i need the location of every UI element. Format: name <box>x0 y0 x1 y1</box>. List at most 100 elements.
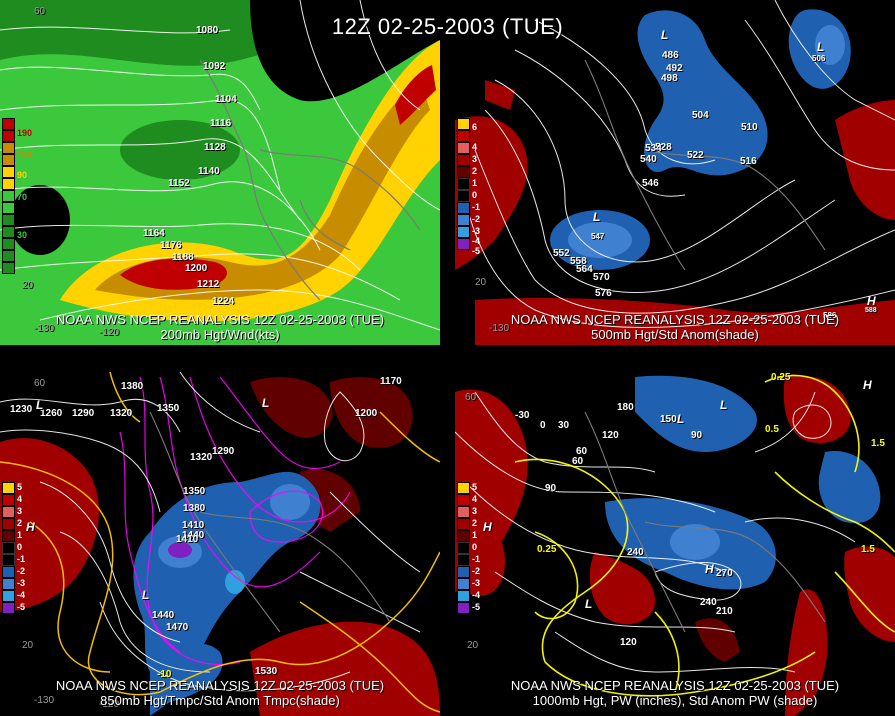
legend-swatch <box>2 142 15 154</box>
legend-label: 2 <box>17 518 23 528</box>
legend-swatch <box>457 142 470 154</box>
contour-label: 558 <box>570 256 587 267</box>
contour-label: 1410 <box>176 534 199 545</box>
high-pressure-marker: H <box>705 562 714 576</box>
legend-label: 3 <box>17 506 23 516</box>
contour-label: 240 <box>627 547 644 558</box>
legend-swatch <box>2 482 15 494</box>
legend-label: -3 <box>472 578 481 588</box>
contour-label: 90 <box>545 483 557 494</box>
panel-1000mb-height-pw: 5 4 3 2 1 0 -1 -2 -3 -4 -5 180 150 120 9… <box>455 372 895 716</box>
legend-swatch <box>457 226 470 238</box>
legend-swatch <box>2 518 15 530</box>
contour-label: 1212 <box>197 279 220 290</box>
legend-label: 70 <box>17 192 28 202</box>
contour-label: 504 <box>692 110 709 121</box>
map-500mb <box>455 0 895 345</box>
pw-label: 1.5 <box>871 438 885 449</box>
legend-swatch <box>457 554 470 566</box>
legend-label: 0 <box>472 190 478 200</box>
legend-swatch <box>2 178 15 190</box>
legend-wind-speed: 190 110 90 70 30 <box>2 118 32 274</box>
legend-label: 4 <box>472 142 478 152</box>
contour-label: 0 <box>540 420 546 431</box>
contour-label: 1320 <box>110 408 133 419</box>
contour-label: 1128 <box>204 142 226 153</box>
legend-label: 2 <box>472 518 478 528</box>
legend-swatch <box>457 178 470 190</box>
contour-label: -30 <box>515 410 530 421</box>
contour-label: 120 <box>620 637 637 648</box>
low-pressure-marker: L <box>142 588 150 602</box>
contour-label: 1410 <box>182 520 205 531</box>
legend-label: 1 <box>472 530 478 540</box>
legend-label: 110 <box>17 150 32 160</box>
temperature-label: -10 <box>157 669 172 680</box>
legend-swatch <box>457 542 470 554</box>
contour-label: 1530 <box>255 666 278 677</box>
contour-label: 576 <box>595 288 612 299</box>
legend-swatch <box>457 238 470 250</box>
legend-swatch <box>457 214 470 226</box>
legend-label: 0 <box>472 542 478 552</box>
legend-swatch <box>2 166 15 178</box>
legend-swatch <box>2 530 15 542</box>
contour-label: 1080 <box>196 25 219 36</box>
legend-swatch <box>457 530 470 542</box>
legend-label: 4 <box>17 494 23 504</box>
contour-label: 1380 <box>183 503 206 514</box>
legend-label: 190 <box>17 128 33 138</box>
contour-label: 1470 <box>166 622 189 633</box>
high-pressure-marker: H <box>483 520 492 534</box>
panel-caption: NOAA NWS NCEP REANALYSIS 12Z 02-25-2003 … <box>455 678 895 708</box>
contour-label: 1440 <box>182 530 205 541</box>
contour-label: 90 <box>691 430 703 441</box>
caption-source: NOAA NWS NCEP REANALYSIS 12Z 02-25-2003 … <box>510 312 840 327</box>
contour-label: 1290 <box>212 446 235 457</box>
panel-caption: NOAA NWS NCEP REANALYSIS 12Z 02-25-2003 … <box>0 678 440 708</box>
low-pressure-marker: L <box>36 398 44 412</box>
legend-label: 3 <box>472 154 478 164</box>
contour-label: 1200 <box>355 408 378 419</box>
high-pressure-marker: H <box>863 378 872 392</box>
legend-swatch <box>457 130 470 142</box>
contour-label: 30 <box>558 420 570 431</box>
legend-label: 3 <box>472 506 478 516</box>
legend-swatch <box>2 130 15 142</box>
legend-label: 5 <box>17 482 23 492</box>
legend-label: 5 <box>472 482 478 492</box>
contour-label: 506 <box>812 54 826 63</box>
contour-label: 60 <box>576 446 588 457</box>
panel-500mb-height-anomaly: 6 4 3 2 1 0 -1 -2 -3 -4 -5 L 486 492 498… <box>455 0 895 345</box>
contour-label: 528 <box>655 142 672 153</box>
contour-label: 1260 <box>40 408 63 419</box>
contour-label: 510 <box>741 122 758 133</box>
longitude-label: -120 <box>99 327 120 338</box>
map-200mb <box>0 0 440 345</box>
legend-swatch <box>2 238 15 250</box>
legend-swatch <box>2 566 15 578</box>
panel-caption: NOAA NWS NCEP REANALYSIS 12Z 02-25-2003 … <box>455 312 895 342</box>
contour-label: 588 <box>865 307 877 314</box>
legend-swatch <box>457 602 470 614</box>
contour-label: 516 <box>740 156 757 167</box>
contour-label: 1224 <box>212 296 235 307</box>
legend-swatch <box>2 226 15 238</box>
contour-label: 1164 <box>143 228 165 239</box>
legend-swatch <box>2 602 15 614</box>
legend-label: 1 <box>472 178 478 188</box>
pw-label: 0.25 <box>771 372 791 383</box>
legend-swatch <box>457 118 470 130</box>
contour-label: 1440 <box>152 610 175 621</box>
legend-label: -1 <box>472 202 481 212</box>
legend-std-anomaly-pw: 5 4 3 2 1 0 -1 -2 -3 -4 -5 <box>457 482 480 614</box>
contour-label: 492 <box>666 63 683 74</box>
contour-label: 1104 <box>215 94 237 105</box>
legend-label: 2 <box>472 166 478 176</box>
contour-label: 486 <box>662 50 679 61</box>
legend-label: -1 <box>17 554 26 564</box>
contour-label: 522 <box>687 150 704 161</box>
contour-label: 1140 <box>198 166 220 177</box>
legend-swatch <box>2 214 15 226</box>
legend-swatch <box>457 482 470 494</box>
